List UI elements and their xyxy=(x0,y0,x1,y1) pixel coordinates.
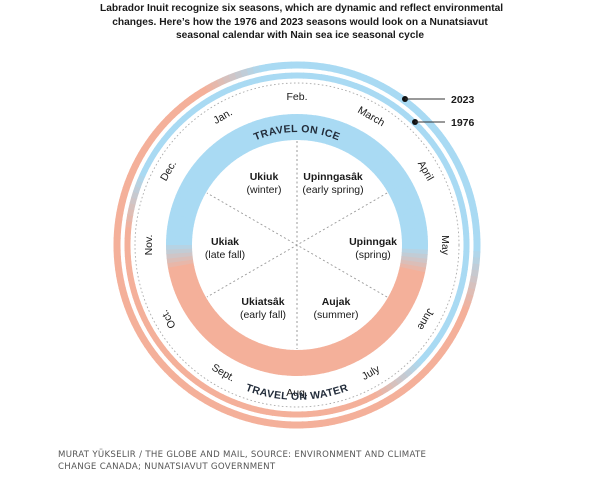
season-name: Ukiuk xyxy=(250,171,279,183)
month-label-nov: Nov. xyxy=(143,235,155,256)
season-name: Upinngasâk xyxy=(303,171,363,183)
month-label-june: June xyxy=(414,306,436,332)
season-desc: (winter) xyxy=(246,184,281,196)
credit-line-2: CHANGE CANADA; NUNATSIAVUT GOVERNMENT xyxy=(58,461,276,472)
month-label-sept: Sept. xyxy=(209,362,236,385)
month-label-dec: Dec. xyxy=(158,159,179,184)
month-label-jan: Jan. xyxy=(211,106,234,126)
figure-title: Labrador Inuit recognize six seasons, wh… xyxy=(100,2,504,43)
season-name: Ukiak xyxy=(211,236,239,248)
month-label-oct: Oct. xyxy=(159,308,179,331)
month-label-july: July xyxy=(360,363,383,383)
season-divider xyxy=(206,192,388,298)
season-desc: (early spring) xyxy=(302,184,363,196)
month-label-aug: Aug. xyxy=(286,387,308,399)
ring-1976 xyxy=(124,72,470,418)
season-name: Upinngak xyxy=(349,236,397,248)
month-label-may: May xyxy=(439,235,451,256)
season-name: Aujak xyxy=(322,296,351,308)
credit-line: MURAT YÜKSELIR / THE GLOBE AND MAIL, SOU… xyxy=(58,450,478,473)
ring-2023 xyxy=(113,61,481,429)
season-name: Ukiatsâk xyxy=(241,296,284,308)
season-desc: (late fall) xyxy=(205,249,245,261)
legend-label-2023: 2023 xyxy=(451,94,475,106)
travel-ring xyxy=(166,114,428,376)
legend-label-1976: 1976 xyxy=(451,117,475,129)
legend: 2023 1976 xyxy=(402,94,475,129)
credit-line-1: MURAT YÜKSELIR / THE GLOBE AND MAIL, SOU… xyxy=(58,450,427,460)
month-label-feb: Feb. xyxy=(286,91,307,103)
title-line-1: Labrador Inuit recognize six seasons, wh… xyxy=(100,3,504,14)
month-label-march: March xyxy=(355,104,386,129)
season-desc: (early fall) xyxy=(240,309,286,321)
season-desc: (summer) xyxy=(314,309,359,321)
season-desc: (spring) xyxy=(355,249,391,261)
travel-on-water-label: TRAVEL ON WATER xyxy=(244,382,350,403)
title-line-3: seasonal calendar with Nain sea ice seas… xyxy=(175,30,425,41)
title-line-2: changes. Here’s how the 1976 and 2023 se… xyxy=(112,16,488,28)
season-dividers xyxy=(206,141,388,349)
month-dotted-circle xyxy=(134,82,460,408)
month-label-april: April xyxy=(415,159,436,183)
